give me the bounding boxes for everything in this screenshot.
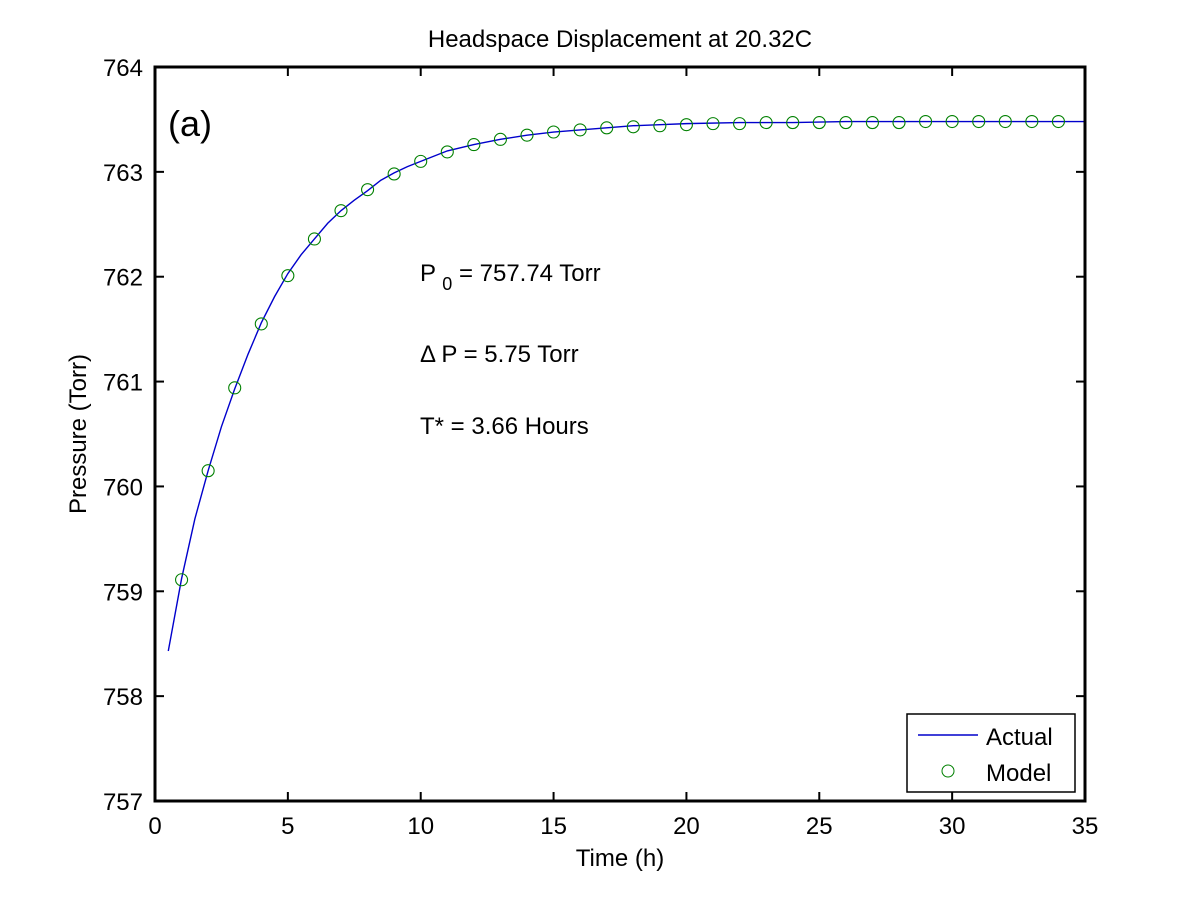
model-point — [520, 128, 534, 142]
legend-model-marker — [941, 764, 955, 778]
annotation-p0-prefix: P — [420, 260, 436, 287]
x-tick-label: 10 — [407, 813, 434, 840]
x-axis-tick-labels: 0 5 10 15 20 25 30 35 — [148, 813, 1098, 840]
model-point — [175, 573, 189, 587]
annotation-p0-subscript: 0 — [442, 274, 452, 294]
legend-actual-label: Actual — [986, 724, 1053, 751]
y-tick-label: 764 — [103, 55, 143, 82]
x-tick-label: 15 — [540, 813, 567, 840]
chart-title: Headspace Displacement at 20.32C — [428, 26, 812, 53]
series-model — [175, 114, 1065, 587]
model-point — [228, 381, 242, 395]
annotation-delta-p: Δ P = 5.75 Torr — [420, 341, 579, 368]
annotations: P 0 = 757.74 Torr Δ P = 5.75 Torr T* = 3… — [420, 260, 601, 440]
model-point — [972, 114, 986, 129]
model-point — [892, 116, 906, 130]
model-point — [573, 123, 587, 137]
legend: Actual Model — [906, 713, 1076, 793]
y-tick-label: 760 — [103, 474, 143, 501]
model-point — [786, 116, 800, 130]
model-point — [706, 117, 720, 131]
model-point — [839, 116, 853, 130]
x-tick-label: 35 — [1072, 813, 1099, 840]
annotation-p0: P 0 = 757.74 Torr — [420, 260, 601, 296]
model-point — [733, 117, 747, 131]
model-point — [493, 132, 507, 146]
x-axis-label: Time (h) — [576, 845, 664, 872]
model-point — [600, 121, 614, 135]
y-tick-label: 757 — [103, 789, 143, 816]
plot-area — [155, 67, 1085, 801]
model-point — [201, 464, 215, 478]
annotation-p0-rest: = 757.74 Torr — [459, 260, 601, 287]
y-axis-label: Pressure (Torr) — [65, 354, 92, 514]
model-point — [1025, 114, 1039, 129]
y-axis-tick-labels: 757 758 759 760 761 762 763 764 — [103, 55, 143, 816]
model-point — [440, 145, 454, 159]
model-point — [307, 232, 321, 246]
x-tick-label: 30 — [939, 813, 966, 840]
x-tick-label: 0 — [148, 813, 161, 840]
model-point — [334, 204, 348, 218]
series-actual — [167, 120, 1085, 652]
model-point — [467, 138, 481, 152]
model-point — [626, 120, 640, 134]
y-tick-label: 759 — [103, 579, 143, 606]
plot-frame — [153, 65, 1087, 803]
plot-background — [155, 67, 1085, 801]
model-point — [865, 116, 879, 130]
x-tick-label: 5 — [281, 813, 294, 840]
model-point — [919, 114, 933, 129]
legend-box — [906, 713, 1076, 793]
model-point — [361, 183, 375, 197]
model-point — [547, 125, 561, 139]
model-point — [281, 269, 295, 283]
model-point — [1051, 114, 1065, 129]
model-point — [679, 118, 693, 132]
model-point — [414, 154, 428, 168]
panel-label: (a) — [168, 103, 212, 144]
series-actual-line — [167, 120, 1085, 652]
model-point — [254, 317, 268, 331]
model-point — [998, 114, 1012, 129]
legend-model-label: Model — [986, 760, 1051, 787]
model-point — [812, 116, 826, 130]
y-tick-label: 762 — [103, 265, 143, 292]
model-point — [945, 114, 959, 129]
x-tick-label: 20 — [673, 813, 700, 840]
y-tick-label: 758 — [103, 684, 143, 711]
y-tick-label: 761 — [103, 370, 143, 397]
model-point — [759, 116, 773, 130]
annotation-t-star: T* = 3.66 Hours — [420, 413, 589, 440]
y-tick-label: 763 — [103, 160, 143, 187]
x-tick-label: 25 — [806, 813, 833, 840]
model-point — [653, 119, 667, 133]
model-point — [387, 167, 401, 181]
